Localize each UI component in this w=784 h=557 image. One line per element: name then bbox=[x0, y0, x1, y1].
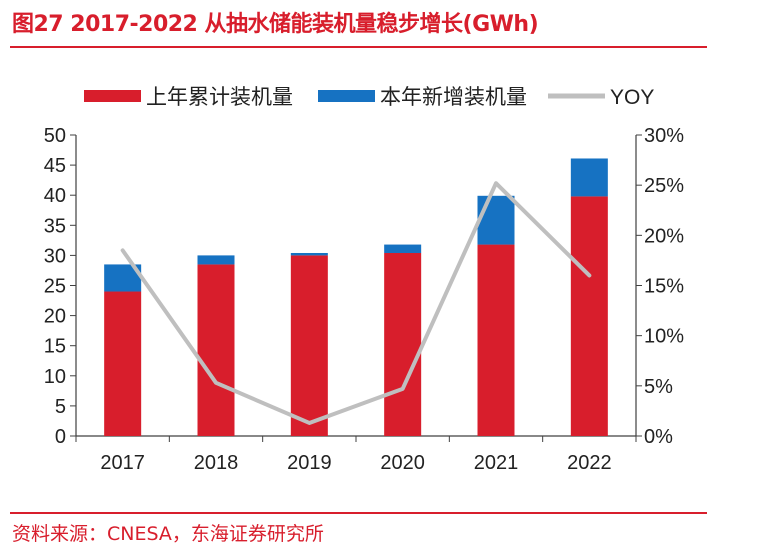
right-axis-tick-label: 0% bbox=[644, 426, 673, 448]
source-divider bbox=[10, 512, 707, 514]
yoy-point-2018 bbox=[214, 381, 218, 385]
x-axis-tick-label: 2020 bbox=[380, 452, 425, 474]
right-axis-tick-label: 20% bbox=[644, 225, 684, 247]
x-axis-tick-label: 2021 bbox=[474, 452, 519, 474]
x-axis-tick-label: 2018 bbox=[194, 452, 239, 474]
yoy-point-2021 bbox=[494, 181, 498, 185]
bar-increment-2022 bbox=[570, 158, 608, 197]
legend-label-base: 上年累计装机量 bbox=[146, 86, 293, 109]
left-axis-tick-label: 25 bbox=[44, 276, 66, 298]
legend-label-yoy: YOY bbox=[610, 86, 654, 109]
yoy-point-2022 bbox=[587, 273, 591, 277]
yoy-point-2019 bbox=[307, 421, 311, 425]
left-axis-tick-label: 5 bbox=[55, 396, 66, 418]
bar-increment-2018 bbox=[197, 255, 235, 265]
left-axis-tick-label: 20 bbox=[44, 306, 66, 328]
left-axis-tick-label: 0 bbox=[55, 426, 66, 448]
left-axis-tick-label: 15 bbox=[44, 336, 66, 358]
bar-increment-2020 bbox=[384, 244, 422, 253]
right-axis-tick-label: 25% bbox=[644, 175, 684, 197]
left-axis-tick-label: 30 bbox=[44, 245, 66, 267]
source-note: 资料来源：CNESA，东海证券研究所 bbox=[12, 523, 324, 545]
left-axis-tick-label: 10 bbox=[44, 366, 66, 388]
x-axis-tick-label: 2019 bbox=[287, 452, 332, 474]
left-axis-tick-label: 40 bbox=[44, 185, 66, 207]
bar-base-2017 bbox=[104, 291, 142, 436]
bar-base-2018 bbox=[197, 264, 235, 436]
bar-base-2019 bbox=[290, 255, 328, 436]
right-axis-tick-label: 10% bbox=[644, 326, 684, 348]
legend-swatch-increment bbox=[318, 90, 375, 102]
yoy-line bbox=[120, 181, 592, 425]
right-axis-tick-label: 5% bbox=[644, 376, 673, 398]
left-axis-tick-label: 35 bbox=[44, 215, 66, 237]
yoy-point-2020 bbox=[401, 387, 405, 391]
left-axis-tick-label: 50 bbox=[44, 125, 66, 147]
title-divider bbox=[10, 46, 707, 48]
right-axis-tick-label: 30% bbox=[644, 125, 684, 147]
bar-increment-2021 bbox=[477, 195, 515, 245]
legend-label-increment: 本年新增装机量 bbox=[380, 86, 527, 109]
bar-base-2020 bbox=[384, 252, 422, 436]
bar-base-2021 bbox=[477, 244, 515, 436]
bar-base-2022 bbox=[570, 196, 608, 436]
left-axis-tick-label: 45 bbox=[44, 155, 66, 177]
right-axis-tick-label: 15% bbox=[644, 276, 684, 298]
x-axis-tick-label: 2017 bbox=[100, 452, 145, 474]
bar-increment-2019 bbox=[290, 252, 328, 256]
legend-swatch-base bbox=[84, 90, 141, 102]
x-axis-tick-label: 2022 bbox=[567, 452, 612, 474]
figure-title: 图27 2017-2022 从抽水储能装机量稳步增长(GWh) bbox=[12, 12, 539, 37]
yoy-point-2017 bbox=[121, 248, 125, 252]
